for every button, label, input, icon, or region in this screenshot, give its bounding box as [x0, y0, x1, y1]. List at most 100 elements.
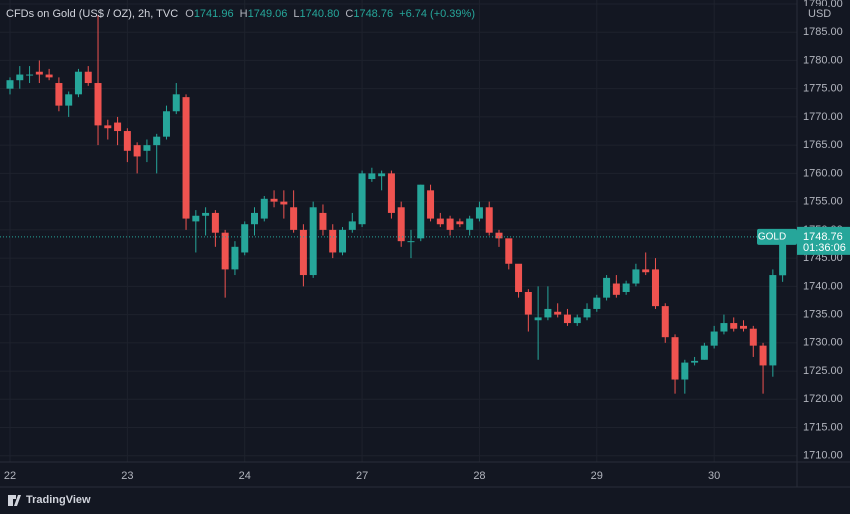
y-tick-label: 1780.00 [803, 54, 843, 66]
candle-body [260, 198, 268, 219]
candle-body [475, 207, 483, 219]
y-tick-label: 1770.00 [803, 111, 843, 123]
change: +6.74 (+0.39%) [399, 8, 475, 20]
candle-body [603, 277, 611, 298]
brand: TradingView [26, 494, 91, 506]
candle-body [309, 207, 317, 276]
candle-body [749, 328, 757, 346]
candle-body [153, 136, 161, 146]
x-tick-label: 29 [591, 470, 603, 482]
logo[interactable]: TradingView [8, 494, 91, 506]
candle-body [251, 212, 258, 225]
logo-icon [8, 495, 21, 506]
candle-body [74, 71, 82, 95]
candle-body [505, 238, 513, 264]
candle-body [642, 269, 650, 273]
candle-body [211, 212, 219, 233]
x-tick-label: 27 [356, 470, 368, 482]
candle-body [270, 198, 278, 202]
y-tick-label: 1785.00 [803, 26, 843, 38]
candle-body [387, 173, 395, 213]
candle-body [632, 269, 640, 284]
y-tick-label: 1765.00 [803, 139, 843, 151]
legend-header: CFDs on Gold (US$ / OZ), 2h, TVC O1741.9… [6, 8, 475, 20]
candle-body [123, 131, 131, 151]
price-tag [797, 226, 850, 255]
candle-body [94, 83, 102, 126]
candle-body [221, 232, 229, 270]
candle-body [554, 311, 562, 315]
x-tick-label: 22 [4, 470, 16, 482]
candle-body [612, 283, 620, 295]
y-tick-label: 1710.00 [803, 450, 843, 462]
candle-body [417, 184, 425, 239]
candle-body [661, 306, 669, 338]
candle-body [466, 218, 474, 230]
candle-body [241, 224, 249, 253]
candle-body [710, 331, 718, 346]
symbol-tag [757, 228, 797, 245]
candle-body [534, 317, 542, 321]
y-tick-label: 1790.00 [803, 0, 843, 10]
ohlc-label: L [293, 8, 299, 20]
candle-body [84, 71, 92, 84]
candle-body [524, 291, 532, 315]
candle-body [700, 345, 708, 360]
candle-body [446, 218, 454, 230]
y-tick-label: 1725.00 [803, 365, 843, 377]
candle-body [622, 283, 630, 292]
symbol-tag-label: GOLD [758, 232, 786, 243]
ohlc-value: 1741.96 [194, 8, 234, 20]
candle-body [358, 173, 366, 225]
y-tick-label: 1745.00 [803, 252, 843, 264]
x-tick-label: 28 [473, 470, 485, 482]
candle-body [6, 80, 14, 89]
candle-body [114, 122, 122, 132]
candle-body [104, 125, 112, 129]
candle-body [436, 218, 444, 225]
candle-body [280, 201, 288, 205]
ohlc-label: H [240, 8, 248, 20]
candle-body [162, 111, 170, 137]
candle-body [515, 263, 523, 292]
y-tick-label: 1720.00 [803, 393, 843, 405]
price-tag-value: 1748.76 [803, 231, 843, 243]
candle-body [35, 71, 43, 75]
candle-body [671, 337, 679, 380]
candle-body [348, 221, 356, 230]
x-tick-label: 23 [121, 470, 133, 482]
candle-body [759, 345, 767, 366]
candle-body [329, 229, 337, 253]
x-tick-label: 30 [708, 470, 720, 482]
candle-body [769, 275, 777, 366]
candle-body [730, 323, 738, 329]
ohlc-label: C [345, 8, 353, 20]
candle-body [583, 308, 591, 318]
candle-body [133, 145, 141, 157]
x-tick-label: 24 [239, 470, 251, 482]
candle-body [16, 74, 24, 81]
candle-body [299, 229, 307, 276]
currency-box [798, 6, 828, 20]
symbol: CFDs on Gold (US$ / OZ), 2h, TVC [6, 8, 178, 20]
candle-body [319, 212, 327, 230]
candle-body [65, 94, 73, 106]
ohlc-value: 1748.76 [353, 8, 393, 20]
y-tick-label: 1740.00 [803, 280, 843, 292]
candle-body [691, 360, 699, 363]
y-tick-label: 1735.00 [803, 308, 843, 320]
y-tick-label: 1730.00 [803, 337, 843, 349]
candle-body [202, 212, 210, 216]
candle-body [740, 325, 747, 329]
candle-body [182, 97, 190, 219]
y-tick-label: 1755.00 [803, 196, 843, 208]
candle-body [192, 215, 200, 222]
ohlc-value: 1740.80 [300, 8, 340, 20]
currency: USD [808, 8, 831, 20]
candle-body [720, 323, 728, 332]
candle-body [651, 269, 659, 307]
candle-body [573, 317, 581, 324]
candle-body [485, 207, 493, 233]
candle-body [339, 229, 347, 253]
